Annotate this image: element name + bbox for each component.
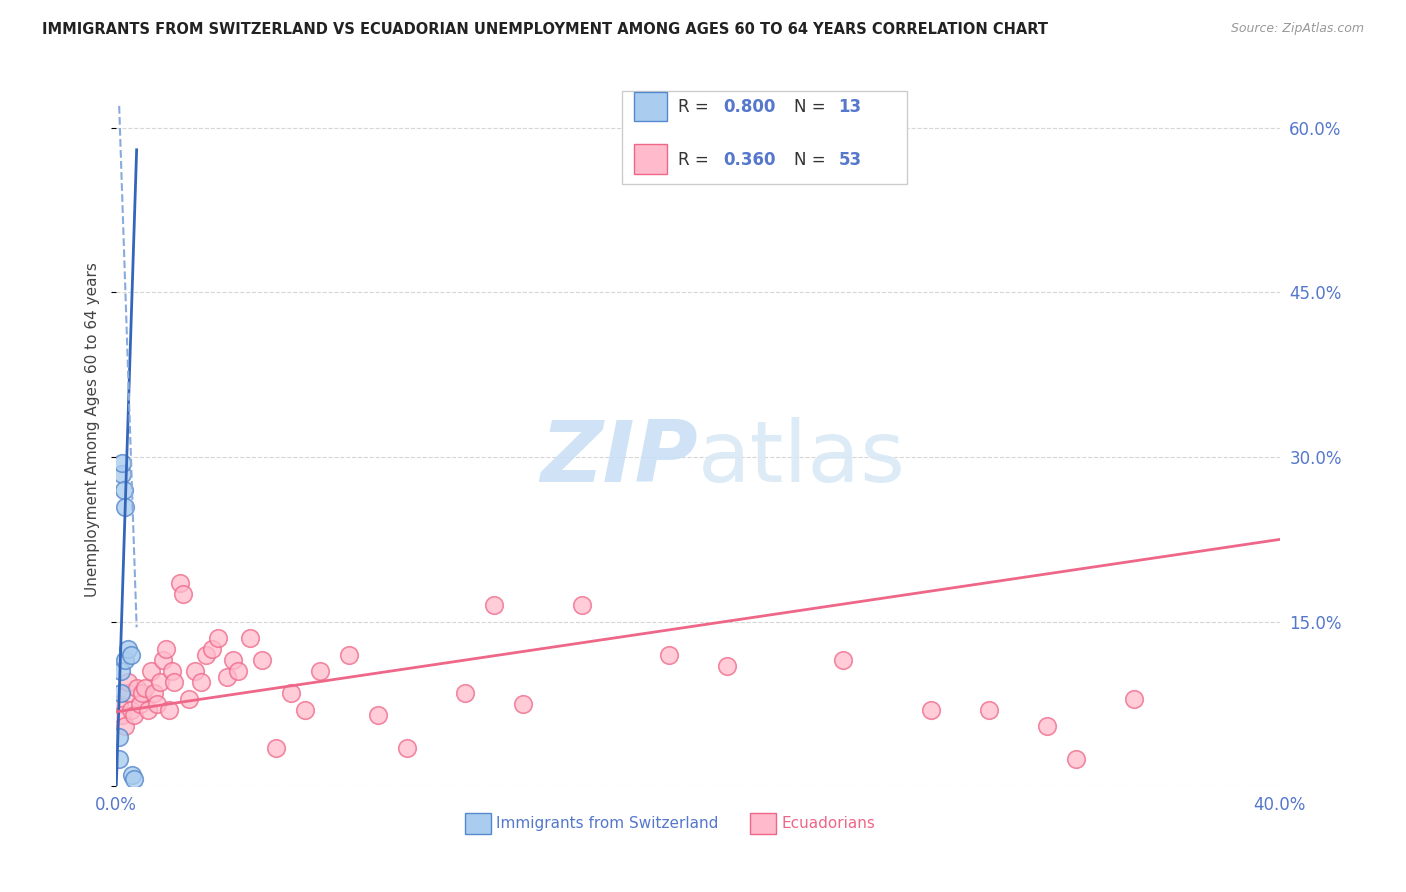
Point [1036, 719, 1059, 733]
Point [484, 599, 506, 613]
Text: N =: N = [794, 98, 831, 116]
Text: R =: R = [678, 151, 714, 169]
Point [294, 702, 316, 716]
Point [184, 664, 207, 678]
Text: ZIP: ZIP [540, 417, 697, 500]
Point [716, 658, 738, 673]
Point [396, 741, 419, 756]
Point [146, 697, 169, 711]
Point [1064, 752, 1087, 766]
Bar [751, 813, 776, 834]
Point [228, 664, 250, 678]
Point [512, 697, 534, 711]
Point [832, 653, 855, 667]
Point [169, 576, 191, 591]
Point [114, 653, 136, 667]
Point [111, 708, 134, 723]
Point [120, 702, 142, 716]
Point [221, 653, 243, 667]
Text: 53: 53 [838, 151, 862, 169]
Point [454, 686, 477, 700]
Point [108, 697, 131, 711]
Point [172, 587, 194, 601]
Text: 0.800: 0.800 [724, 98, 776, 116]
Point [215, 670, 238, 684]
Text: Source: ZipAtlas.com: Source: ZipAtlas.com [1230, 22, 1364, 36]
Text: 0.360: 0.360 [724, 151, 776, 169]
Point [337, 648, 360, 662]
Point [152, 653, 174, 667]
Point [114, 500, 136, 514]
Point [120, 648, 142, 662]
Point [111, 467, 134, 481]
Point [190, 675, 212, 690]
Text: IMMIGRANTS FROM SWITZERLAND VS ECUADORIAN UNEMPLOYMENT AMONG AGES 60 TO 64 YEARS: IMMIGRANTS FROM SWITZERLAND VS ECUADORIA… [42, 22, 1049, 37]
Point [239, 631, 262, 645]
Point [155, 642, 177, 657]
Point [110, 664, 132, 678]
Point [308, 664, 330, 678]
Text: 13: 13 [838, 98, 862, 116]
Point [107, 752, 129, 766]
Point [160, 664, 183, 678]
Point [131, 686, 153, 700]
Point [163, 675, 186, 690]
Point [141, 664, 163, 678]
Point [920, 702, 942, 716]
FancyBboxPatch shape [623, 91, 907, 184]
Text: N =: N = [794, 151, 831, 169]
Point [149, 675, 172, 690]
Point [125, 681, 148, 695]
Point [108, 730, 131, 744]
Point [1123, 691, 1146, 706]
Point [250, 653, 273, 667]
Point [114, 719, 136, 733]
Point [122, 772, 145, 786]
Point [134, 681, 156, 695]
Point [571, 599, 593, 613]
Point [136, 702, 159, 716]
Bar [634, 145, 666, 174]
Point [658, 648, 681, 662]
Point [117, 675, 139, 690]
Point [143, 686, 166, 700]
Point [110, 686, 132, 700]
Y-axis label: Unemployment Among Ages 60 to 64 years: Unemployment Among Ages 60 to 64 years [86, 262, 100, 597]
Text: atlas: atlas [697, 417, 905, 500]
Point [157, 702, 180, 716]
Point [207, 631, 229, 645]
Bar [634, 92, 666, 121]
Point [121, 768, 143, 782]
Point [111, 456, 134, 470]
Bar [465, 813, 491, 834]
Point [128, 697, 150, 711]
Point [117, 686, 139, 700]
Point [977, 702, 1000, 716]
Point [201, 642, 224, 657]
Point [122, 708, 145, 723]
Point [264, 741, 287, 756]
Text: Ecuadorians: Ecuadorians [782, 816, 876, 831]
Point [280, 686, 302, 700]
Text: Immigrants from Switzerland: Immigrants from Switzerland [495, 816, 718, 831]
Point [112, 483, 135, 497]
Point [195, 648, 218, 662]
Point [117, 642, 139, 657]
Point [367, 708, 389, 723]
Point [177, 691, 200, 706]
Text: R =: R = [678, 98, 714, 116]
